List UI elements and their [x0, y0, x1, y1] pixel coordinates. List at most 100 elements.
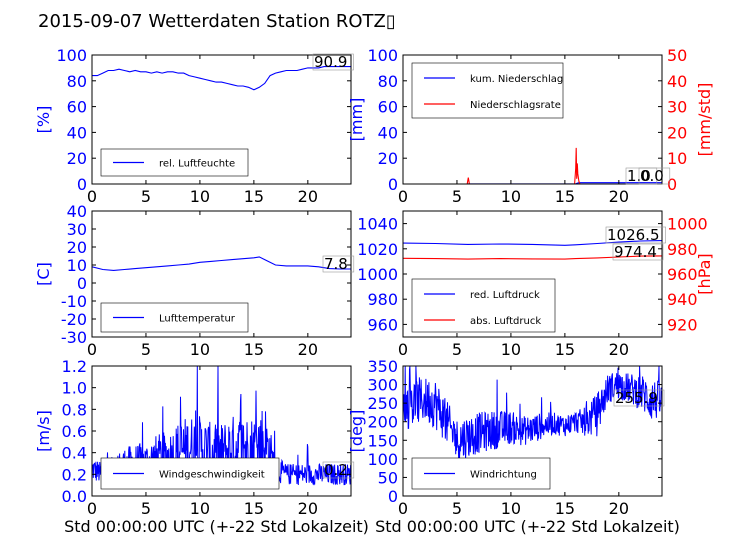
x-tick-label: 5	[141, 499, 151, 518]
y-tick-label: 350	[367, 357, 398, 376]
y-tick-label: 0.8	[62, 400, 87, 419]
x-tick-label: 10	[190, 187, 210, 206]
legend-label: abs. Luftdruck	[470, 316, 541, 327]
x-tick-label: 10	[190, 340, 210, 359]
series-line-1	[403, 366, 662, 462]
legend: Lufttemperatur	[100, 302, 249, 333]
last-value-box	[613, 389, 665, 407]
x-tick-label: 0	[398, 340, 408, 359]
x-tick-label: 20	[609, 187, 629, 206]
y-axis-label: [mm]	[347, 98, 366, 142]
x-tick-label: 0	[398, 499, 408, 518]
y-tick-label: 0.2	[62, 465, 87, 484]
axes-frame	[91, 54, 352, 185]
last-value-box	[605, 226, 666, 244]
last-value-box	[322, 461, 355, 479]
last-value-label: 1026.5	[607, 226, 660, 244]
y-tick-label: 150	[367, 431, 398, 450]
y-tick-label: -10	[61, 292, 87, 311]
y-axis-label: [deg]	[347, 410, 366, 453]
y2-tick-label: 1000	[667, 215, 708, 234]
y-tick-label: 80	[378, 72, 398, 91]
x-tick-label: 5	[452, 340, 462, 359]
legend-box	[411, 62, 564, 119]
legend-label: Niederschlagsrate	[470, 100, 561, 111]
y2-tick-label: 20	[667, 123, 687, 142]
x-tick-label: 15	[244, 499, 264, 518]
x-axis-label: Std 00:00:00 UTC (+-22 Std Lokalzeit)	[64, 517, 369, 536]
x-tick-label: 5	[141, 340, 151, 359]
y2-axis-label: [hPa]	[695, 253, 714, 294]
x-tick-label: 15	[244, 340, 264, 359]
last-value-box	[312, 53, 354, 71]
x-tick-label: 20	[298, 187, 318, 206]
x-tick-label: 5	[452, 187, 462, 206]
series-line-1	[403, 240, 662, 246]
y2-tick-label: 980	[667, 240, 698, 259]
last-value-label: 255.9	[615, 389, 658, 407]
legend: Windgeschwindigkeit	[100, 457, 280, 490]
x-tick-label: 20	[298, 499, 318, 518]
y-tick-label: 80	[67, 72, 87, 91]
x-tick-label: 15	[555, 340, 575, 359]
y-tick-label: 60	[378, 98, 398, 117]
last-value-box	[612, 243, 664, 261]
legend-box	[411, 278, 556, 333]
y2-tick-label: 30	[667, 98, 687, 117]
x-tick-label: 15	[244, 187, 264, 206]
legend-label: red. Luftdruck	[470, 290, 540, 301]
last-value-label: 7.8	[324, 255, 348, 273]
last-value-label: 90.9	[314, 53, 347, 71]
last-value-label: 974.4	[614, 243, 657, 261]
last-value-box	[638, 167, 671, 185]
x-tick-label: 10	[501, 499, 521, 518]
series-line-2	[403, 147, 662, 184]
legend-label: rel. Luftfeuchte	[159, 159, 235, 170]
legend: Windrichtung	[411, 457, 551, 490]
x-tick-label: 0	[87, 187, 97, 206]
y-tick-label: 0.0	[62, 487, 87, 506]
x-tick-label: 10	[501, 187, 521, 206]
x-tick-label: 5	[452, 499, 462, 518]
x-tick-label: 15	[555, 499, 575, 518]
y-tick-label: 100	[56, 46, 87, 65]
y-tick-label: 20	[67, 149, 87, 168]
y-tick-label: 100	[367, 46, 398, 65]
y-tick-label: 60	[67, 98, 87, 117]
x-axis-label: Std 00:00:00 UTC (+-22 Std Lokalzeit)	[375, 517, 680, 536]
legend-label: Windgeschwindigkeit	[159, 470, 265, 481]
y2-tick-label: 0	[667, 175, 677, 194]
y-tick-label: 20	[67, 238, 87, 257]
y-tick-label: 40	[378, 123, 398, 142]
y-tick-label: 200	[367, 413, 398, 432]
x-tick-label: 5	[141, 187, 151, 206]
last-value-box	[322, 255, 355, 273]
y-tick-label: 10	[67, 256, 87, 275]
y2-tick-label: 920	[667, 315, 698, 334]
axes-frame	[91, 210, 352, 338]
y-tick-label: 0	[77, 274, 87, 293]
y2-tick-label: 50	[667, 46, 687, 65]
y-tick-label: 100	[367, 450, 398, 469]
y-tick-label: 40	[67, 202, 87, 221]
last-value-label: 0.2	[324, 461, 348, 479]
x-tick-label: 10	[190, 499, 210, 518]
y-tick-label: 1000	[357, 265, 398, 284]
y-tick-label: 0	[77, 175, 87, 194]
legend-box	[100, 457, 280, 490]
series-line-1	[92, 256, 351, 271]
y-tick-label: 0.6	[62, 422, 87, 441]
series-line-1	[92, 66, 351, 91]
legend-label: Lufttemperatur	[159, 314, 236, 325]
y-tick-label: -20	[61, 310, 87, 329]
last-value-label: 0.0	[640, 167, 664, 185]
x-tick-label: 20	[298, 340, 318, 359]
y-tick-label: 960	[367, 315, 398, 334]
y-axis-label: [m/s]	[34, 410, 53, 452]
x-tick-label: 15	[555, 187, 575, 206]
legend-label: Windrichtung	[470, 470, 537, 481]
legend-label: kum. Niederschlag	[470, 74, 563, 85]
